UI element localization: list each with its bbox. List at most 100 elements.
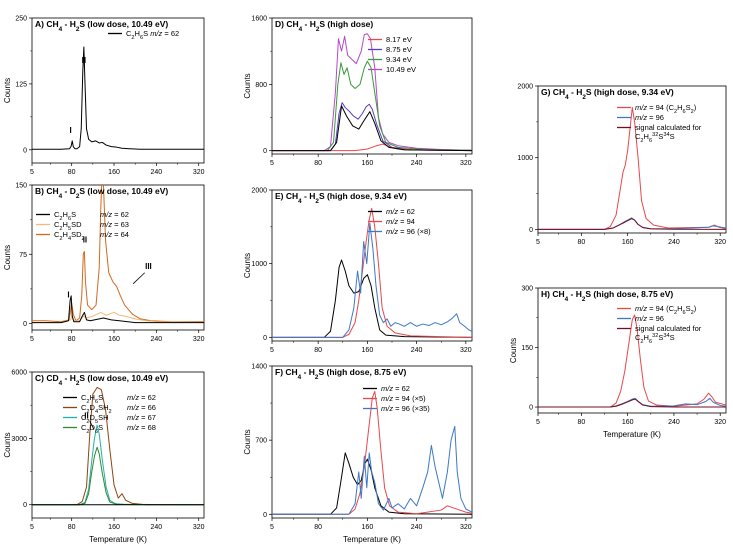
x-tick-label: 160 [622, 239, 634, 246]
panel-title: D) CH4 - H2S (high dose) [275, 19, 373, 33]
plot-frame [271, 189, 473, 342]
x-tick-label: 320 [460, 160, 472, 167]
y-tick-label: 1000 [517, 155, 533, 162]
x-tick-label: 5 [536, 419, 540, 426]
x-tick-label: 320 [193, 336, 205, 343]
legend-entry: m/z = 94 (C2H6S2) [635, 103, 697, 115]
series-line [272, 60, 472, 152]
legend-entry: m/z = 96 (×8) [386, 227, 431, 236]
x-axis-label: Temperature (K) [89, 535, 147, 544]
y-tick-label: 800 [255, 82, 267, 89]
legend-entry: m/z = 94 [386, 217, 415, 226]
legend-entry-line2: C2H632S34S [635, 333, 675, 345]
panel-h: 5 80 160 240 320 0 150 300 Counts Temperature (K)… [509, 286, 727, 439]
x-tick-label: 320 [460, 347, 472, 354]
x-tick-label: 320 [714, 239, 726, 246]
series-group [32, 46, 204, 150]
x-tick-label: 240 [668, 419, 680, 426]
series-line [272, 222, 472, 338]
y-tick-label: 300 [521, 286, 533, 293]
y-axis-label: Counts [3, 432, 12, 457]
x-tick-label: 5 [30, 336, 34, 343]
y-tick-label: 3000 [11, 436, 27, 443]
y-tick-label: 150 [15, 183, 27, 190]
legend-mz: m/z = 62 [127, 393, 156, 402]
legend-entry: 8.75 eV [386, 45, 412, 54]
series-group [32, 386, 204, 506]
series-line [272, 425, 472, 515]
legend-entry: m/z = 96 [635, 113, 664, 122]
legend-entry: m/z = 62 [381, 384, 410, 393]
y-tick-label: 0 [23, 147, 27, 154]
plot-frame [31, 17, 205, 164]
peak-annotation: II [84, 411, 88, 420]
y-tick-label: 0 [263, 512, 267, 519]
series-line [32, 46, 204, 150]
legend-entry: 8.17 eV [386, 35, 412, 44]
x-tick-label: 240 [411, 160, 423, 167]
series-line [32, 295, 204, 324]
series-line [272, 207, 472, 338]
y-axis-label: Counts [243, 73, 252, 98]
x-tick-label: 5 [536, 239, 540, 246]
x-tick-label: 5 [30, 524, 34, 531]
y-tick-label: 150 [521, 345, 533, 352]
legend-entry: 9.34 eV [386, 55, 412, 64]
panel-b: 5 80 160 240 320 0 75 150 Counts B) CH4 - D2S (lo… [3, 183, 205, 344]
y-tick-label: 0 [23, 321, 27, 328]
x-tick-label: 240 [151, 524, 163, 531]
legend-mz: m/z = 63 [100, 220, 129, 229]
legend-entry: C2H5SD [54, 220, 82, 232]
legend-mz: m/z = 64 [100, 230, 129, 239]
legend-mz: m/z = 66 [127, 403, 156, 412]
series-line [32, 386, 204, 506]
x-tick-label: 320 [714, 419, 726, 426]
legend-entry: m/z = 62 [386, 207, 415, 216]
y-tick-label: 2000 [517, 84, 533, 91]
x-tick-label: 80 [68, 169, 76, 176]
x-tick-label: 160 [362, 524, 374, 531]
panel-f: 5 80 160 240 320 0 700 1400 Counts Temperature (K… [243, 364, 473, 544]
series-group [32, 185, 204, 324]
panel-title: G) CH4 - H2S (high dose, 9.34 eV) [541, 87, 674, 101]
x-tick-label: 160 [108, 169, 120, 176]
plot-frame [271, 17, 473, 155]
x-tick-label: 240 [151, 169, 163, 176]
x-tick-label: 80 [68, 524, 76, 531]
y-axis-label: Counts [3, 245, 12, 270]
series-group [272, 207, 472, 338]
panel-g: 5 80 160 240 320 0 1000 2000 G) CH4 - H2S (high … [517, 84, 727, 246]
x-tick-label: 160 [108, 336, 120, 343]
series-line [538, 398, 726, 408]
plot-frame [31, 184, 205, 331]
y-axis-label: Counts [3, 78, 12, 103]
x-tick-label: 80 [68, 336, 76, 343]
panel-title: C) CD4 - H2S (low dose, 10.49 eV) [35, 373, 168, 387]
legend: C2H6S m/z = 62 C2H5SD m/z = 63 C2H4SD2 m/z = … [36, 210, 129, 242]
annotation-pointer [132, 272, 146, 285]
panel-e: 5 80 160 240 320 0 1000 2000 Counts E) CH4 - H2S … [243, 188, 473, 354]
legend-entry: C2H6S [81, 393, 103, 405]
legend-mz: m/z = 67 [127, 413, 156, 422]
legend-entry: m/z = 94 (C2H6S2) [635, 304, 697, 316]
x-tick-label: 160 [362, 160, 374, 167]
x-tick-label: 5 [270, 160, 274, 167]
annotation-pointer [89, 420, 95, 430]
x-tick-label: 80 [314, 347, 322, 354]
y-tick-label: 125 [15, 81, 27, 88]
series-line [272, 259, 472, 338]
legend-mz: m/z = 68 [127, 423, 156, 432]
peak-annotation: II [83, 235, 87, 244]
series-line [272, 105, 472, 152]
x-tick-label: 320 [193, 524, 205, 531]
series-group [272, 390, 472, 515]
x-tick-label: 80 [577, 239, 585, 246]
x-tick-label: 160 [622, 419, 634, 426]
series-line [32, 424, 204, 506]
legend: m/z = 62m/z = 94m/z = 96 (×8) [368, 207, 431, 236]
peak-annotation: I [67, 291, 69, 300]
series-group [538, 107, 726, 230]
